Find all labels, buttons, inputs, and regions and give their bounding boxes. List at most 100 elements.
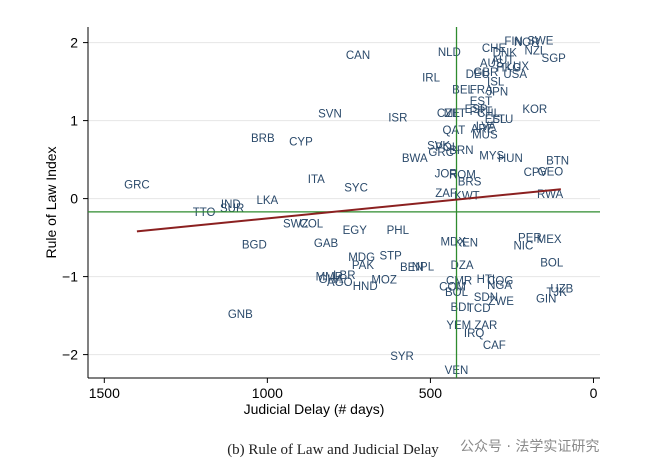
data-point-label: FIN [504,36,523,48]
data-point-label: ITA [308,174,325,186]
data-point-label: ISR [388,112,407,124]
data-point-label: GHA [318,274,343,286]
y-tick-label: 0 [70,191,78,207]
data-point-label: EST [470,96,492,108]
data-point-label: CZE [437,108,460,120]
data-point-label: SYC [344,183,368,195]
data-point-label: JPN [486,87,508,99]
figure-caption: (b) Rule of Law and Judicial Delay [227,442,439,458]
data-point-label: GBR [473,67,498,79]
grid-lines [88,42,600,356]
data-point-label: CMR [446,276,472,288]
data-point-label: FRA [470,84,493,96]
data-point-label: MDX [440,237,466,249]
data-point-label: JOR [435,169,458,181]
data-point-label: EGY [343,225,368,237]
data-point-label: MMR [316,272,343,284]
data-point-label: CHE [482,43,507,55]
data-point-label: POL [435,142,459,154]
data-point-label: PAK [352,260,374,272]
x-tick-label: 0 [590,385,598,401]
data-point-label: PRT [470,106,493,118]
data-point-label: NGA [487,280,512,292]
data-point-label: DNK [493,48,518,60]
data-point-label: PER [518,233,542,245]
data-point-label: MEX [537,234,562,246]
data-point-label: GRC [124,180,150,192]
data-point-label: CAN [346,50,370,62]
data-point-label: GRC [428,147,454,159]
data-point-label: COL [300,219,324,231]
data-point-label: BWA [402,153,428,165]
y-tick-label: 2 [70,35,78,51]
data-point-label: LKA [256,195,278,207]
data-point-label: MLT [444,108,466,120]
data-point-label: BRB [251,133,275,145]
data-point-label: CAF [483,340,506,352]
data-point-label: HTI [477,274,496,286]
data-point-label: SVN [318,109,342,121]
data-point-label: KEN [454,237,478,249]
data-point-label: GEO [538,166,564,178]
data-point-label: QAT [443,125,466,137]
data-point-label: CPV [524,167,548,179]
x-axis-title: Judicial Delay (# days) [244,401,385,417]
data-point-label: DZA [451,260,474,272]
data-point-label: SDN [474,292,498,304]
data-point-label: TTO [193,207,216,219]
x-tick-label: 1500 [89,385,120,401]
data-point-label: UZB [550,283,573,295]
fit-line-group [136,188,561,233]
data-point-label: ZAF [435,188,457,200]
data-point-label: PHL [387,225,410,237]
data-point-label: BTN [546,155,569,167]
axis-ticks: 2 1 0 −1 −2 1500 1000 500 0 [62,35,598,401]
data-point-label: KOR [522,104,547,116]
data-point-label: ROM [449,169,476,181]
data-point-label: IRL [422,73,441,85]
data-point-label: USA [503,69,527,81]
data-point-label: GIN [536,293,556,305]
data-point-label: BGD [242,240,267,252]
data-point-label: IRQ [464,328,485,340]
watermark: 公众号 · 法学实证研究 [460,439,600,455]
data-point-label: LVA [476,121,496,133]
data-point-label: BRN [449,145,473,157]
data-point-label: YEM [446,320,471,332]
y-tick-label: −1 [62,269,78,285]
data-point-label: ARE [471,123,495,135]
data-point-label: LBR [333,270,355,282]
data-point-label: SWZ [283,219,309,231]
reference-lines [88,27,600,378]
data-point-label: BEN [400,262,424,274]
data-point-label: MDG [348,252,375,264]
data-point-label: GNB [228,309,253,321]
data-point-label: TJK [546,287,567,299]
data-point-label: MYS [479,151,504,163]
data-point-label: NZL [525,45,547,57]
y-tick-label: 1 [70,113,78,129]
data-point-label: HKG [496,63,521,75]
data-point-label: BOL [540,258,564,270]
data-point-label: SUR [220,203,244,215]
data-point-label: ZAR [474,320,497,332]
data-point-label: SYR [390,351,414,363]
plot-frame [87,27,600,379]
data-point-label: HUN [498,153,523,165]
y-tick-label: −2 [62,347,78,363]
x-tick-label: 1000 [252,385,283,401]
data-point-label: ISL [487,77,505,89]
data-point-label: COM [439,282,466,294]
data-point-label: AGO [327,277,353,289]
data-point-label: BRS [458,176,482,188]
data-point-label: NOR [514,37,540,49]
data-point-label: HND [353,281,378,293]
data-point-label: MOZ [371,275,397,287]
data-point-label: NLD [438,47,461,59]
data-point-label: NPL [412,261,435,273]
data-point-label: LTU [492,114,513,126]
data-point-label: SVK [427,141,450,153]
data-point-label: AUS [480,58,504,70]
